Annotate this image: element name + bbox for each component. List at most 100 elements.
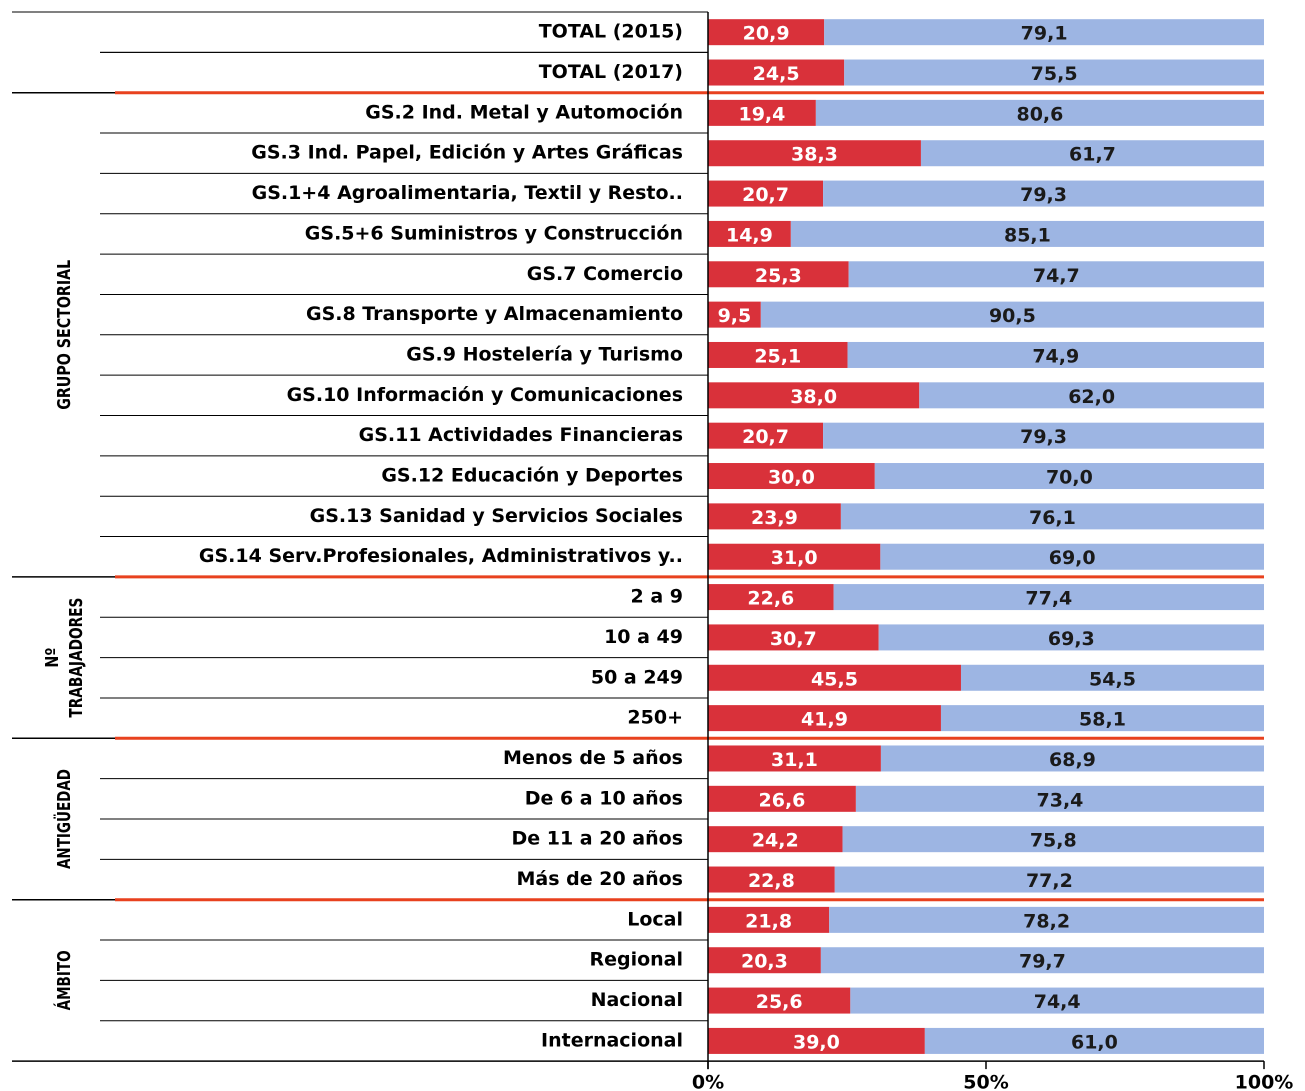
separators <box>12 11 1264 1022</box>
data-label: 79,1 <box>1021 23 1068 45</box>
category-label: Menos de 5 años <box>503 747 683 769</box>
group-label: ÁMBITO <box>53 950 75 1010</box>
bar-segment <box>874 463 1264 490</box>
data-label: 79,7 <box>1019 951 1066 973</box>
bar-segment <box>708 705 941 732</box>
category-label: 10 a 49 <box>604 626 683 648</box>
bar-segment <box>815 99 1264 126</box>
group-label-line: ANTIGÜEDAD <box>53 769 75 869</box>
category-label: GS.8 Transporte y Almacenamiento <box>306 303 683 325</box>
group-label: Nº TRABAJADORES <box>42 598 87 718</box>
x-tick-label: 50% <box>963 1072 1008 1091</box>
data-label: 25,3 <box>755 265 802 287</box>
bar-segment <box>880 745 1264 772</box>
x-tick-label: 0% <box>692 1072 724 1091</box>
data-label: 19,4 <box>738 103 785 125</box>
bar-segment <box>840 503 1264 530</box>
bar-segment <box>708 301 761 328</box>
data-label: 90,5 <box>989 305 1036 327</box>
category-label: Internacional <box>541 1029 683 1051</box>
data-label: 30,0 <box>768 467 815 489</box>
data-label: 61,0 <box>1071 1031 1118 1053</box>
bar-segment <box>708 987 851 1014</box>
bar-segment <box>708 220 791 247</box>
data-label: 31,0 <box>771 547 818 569</box>
bar-segment <box>708 1027 925 1054</box>
bar-segment <box>708 947 821 974</box>
data-label: 20,3 <box>741 951 788 973</box>
bar-segment <box>708 624 879 651</box>
data-label: 58,1 <box>1079 709 1126 731</box>
category-label: GS.3 Ind. Papel, Edición y Artes Gráfica… <box>251 142 683 164</box>
category-label: GS.1+4 Agroalimentaria, Textil y Resto.. <box>252 182 683 204</box>
data-label: 77,4 <box>1025 588 1072 610</box>
data-label: 24,5 <box>753 63 800 85</box>
data-label: 69,0 <box>1049 547 1096 569</box>
bar-segment <box>940 705 1264 732</box>
data-label: 39,0 <box>793 1031 840 1053</box>
bar-segment <box>848 261 1264 288</box>
data-label: 74,4 <box>1034 991 1081 1013</box>
bar-segment <box>847 341 1264 368</box>
data-label: 54,5 <box>1089 668 1136 690</box>
bar-segment <box>708 503 841 530</box>
data-label: 61,7 <box>1069 144 1116 166</box>
category-label: GS.7 Comercio <box>527 263 683 285</box>
data-label: 75,5 <box>1031 63 1078 85</box>
data-label: 9,5 <box>718 305 752 327</box>
data-label: 20,7 <box>742 426 789 448</box>
data-label: 21,8 <box>745 910 792 932</box>
data-label: 85,1 <box>1004 224 1051 246</box>
group-label-line: ÁMBITO <box>53 950 75 1010</box>
bar-segment <box>855 785 1264 812</box>
bar-segment <box>823 422 1264 449</box>
category-label: GS.9 Hostelería y Turismo <box>406 343 683 365</box>
bar-segment <box>880 543 1264 570</box>
bar-segment <box>850 987 1264 1014</box>
data-label: 80,6 <box>1016 103 1063 125</box>
category-label: De 6 a 10 años <box>525 787 683 809</box>
data-label: 24,2 <box>752 830 799 852</box>
category-label: GS.2 Ind. Metal y Automoción <box>365 101 683 123</box>
category-label: GS.13 Sanidad y Servicios Sociales <box>310 505 683 527</box>
bar-segment <box>844 59 1264 86</box>
data-label: 38,0 <box>790 386 837 408</box>
category-label: GS.11 Actividades Financieras <box>359 424 683 446</box>
category-label: De 11 a 20 años <box>511 828 683 850</box>
data-label: 69,3 <box>1048 628 1095 650</box>
data-label: 25,1 <box>754 345 801 367</box>
group-label-line: TRABAJADORES <box>66 598 87 718</box>
bar-segment <box>824 19 1264 46</box>
bar-segment <box>708 785 856 812</box>
category-label: Nacional <box>591 989 683 1011</box>
bar-segment <box>760 301 1264 328</box>
bar-segment <box>823 180 1264 207</box>
category-label: Regional <box>589 949 683 971</box>
bar-segment <box>960 664 1264 691</box>
bar-segment <box>708 866 835 893</box>
bar-segment <box>708 180 824 207</box>
bar-segment <box>708 19 825 46</box>
bar-segment <box>708 140 921 167</box>
bar-segment <box>708 664 961 691</box>
category-label: TOTAL (2017) <box>539 61 683 83</box>
data-label: 79,3 <box>1020 184 1067 206</box>
data-label: 74,7 <box>1033 265 1080 287</box>
bar-segment <box>708 59 845 86</box>
bar-segment <box>708 745 881 772</box>
data-label: 23,9 <box>751 507 798 529</box>
group-label-line: Nº <box>42 648 63 668</box>
bar-segment <box>708 382 920 409</box>
category-label: 50 a 249 <box>591 666 683 688</box>
data-label: 62,0 <box>1068 386 1115 408</box>
data-label: 20,9 <box>743 23 790 45</box>
data-label: 78,2 <box>1023 910 1070 932</box>
category-label: TOTAL (2015) <box>539 21 683 43</box>
group-label: ANTIGÜEDAD <box>53 769 75 869</box>
data-label: 68,9 <box>1049 749 1096 771</box>
bar-segment <box>920 140 1264 167</box>
data-label: 76,1 <box>1029 507 1076 529</box>
bar-segment <box>708 261 849 288</box>
category-label: Local <box>627 908 683 930</box>
